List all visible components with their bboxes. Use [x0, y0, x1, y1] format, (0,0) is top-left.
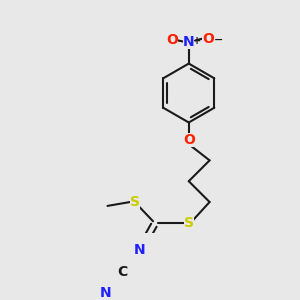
Text: −: −	[214, 35, 223, 45]
Text: N: N	[183, 35, 195, 49]
Text: S: S	[130, 195, 140, 209]
Text: S: S	[184, 216, 194, 230]
Text: N: N	[134, 243, 146, 257]
Text: O: O	[166, 33, 178, 47]
Text: O: O	[183, 133, 195, 146]
Text: +: +	[194, 36, 202, 46]
Text: C: C	[118, 265, 128, 279]
Text: N: N	[100, 286, 112, 300]
Text: O: O	[202, 32, 214, 46]
